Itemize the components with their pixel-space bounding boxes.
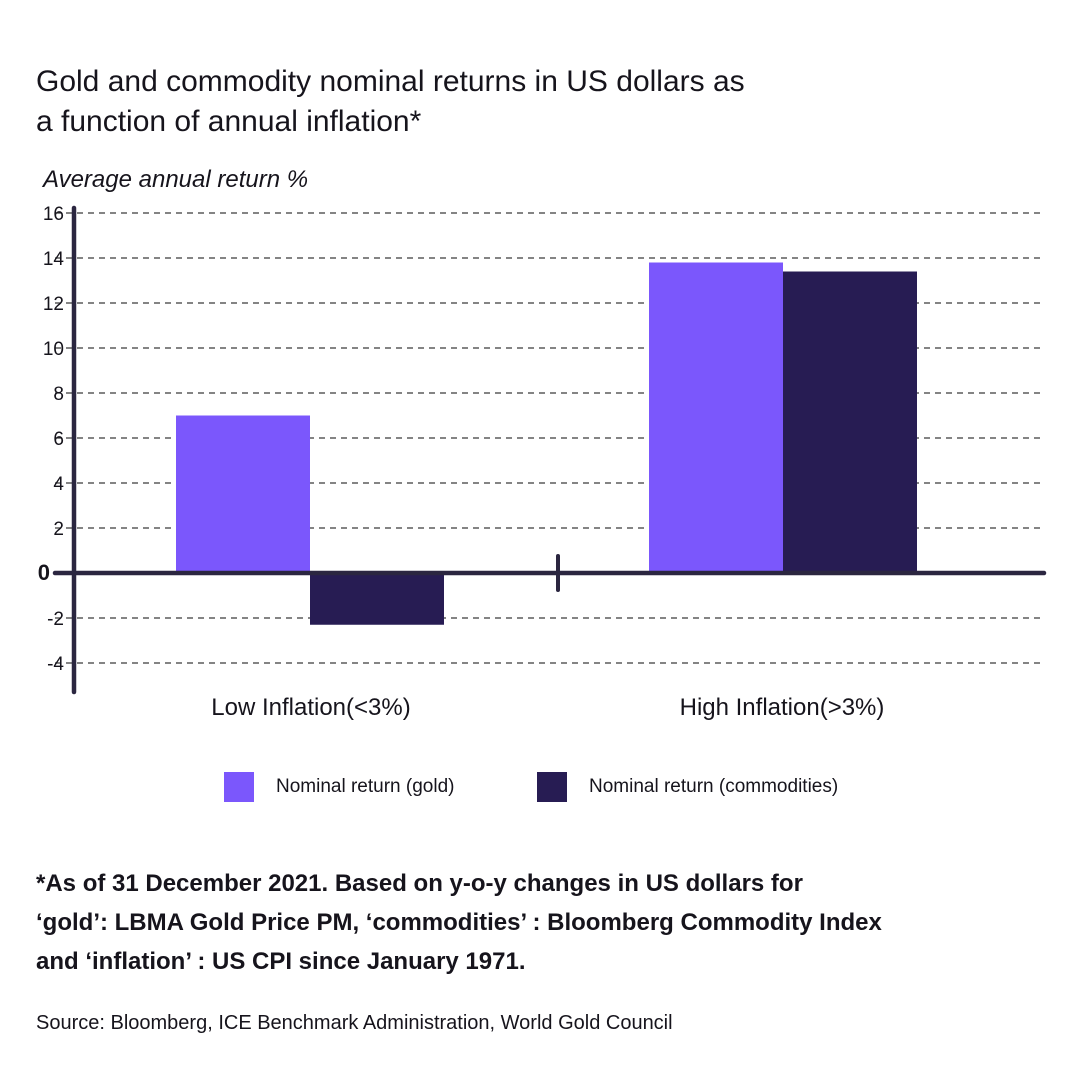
footnote-line-3: and ‘inflation’ : US CPI since January 1… bbox=[36, 948, 526, 975]
bar-chart: 16 14 12 10 8 6 4 20 -2 -4 Low Inflation(<3%) High … bbox=[38, 204, 1047, 721]
y-axis-label: Average annual return % bbox=[43, 166, 309, 193]
y-tick-label: -2 bbox=[47, 609, 64, 630]
legend-swatch-gold bbox=[224, 772, 254, 802]
source-note: Source: Bloomberg, ICE Benchmark Adminis… bbox=[36, 1012, 673, 1034]
chart-title-line-1: Gold and commodity nominal returns in US… bbox=[36, 65, 745, 98]
y-tick-label: 6 bbox=[53, 429, 64, 450]
chart-title: Gold and commodity nominal returns in US… bbox=[36, 62, 936, 142]
legend-label-commodities: Nominal return (commodities) bbox=[589, 776, 839, 797]
x-category-label: Low Inflation(<3%) bbox=[211, 694, 410, 721]
y-tick-label: 2 bbox=[53, 519, 64, 540]
footnote-line-2: ‘gold’: LBMA Gold Price PM, ‘commodities… bbox=[36, 909, 882, 936]
x-category-label: High Inflation(>3%) bbox=[680, 694, 885, 721]
footnote: *As of 31 December 2021. Based on y-o-y … bbox=[36, 864, 1046, 981]
legend-item-commodities: Nominal return (commodities) bbox=[537, 771, 838, 803]
chart-title-line-2: a function of annual inflation* bbox=[36, 105, 422, 138]
y-tick-label: 10 bbox=[43, 339, 64, 360]
legend-item-gold: Nominal return (gold) bbox=[224, 771, 454, 803]
bar-commodities bbox=[783, 271, 917, 573]
y-tick-label: -4 bbox=[47, 654, 64, 675]
chart-legend: Nominal return (gold) Nominal return (co… bbox=[0, 771, 1080, 803]
bar-gold bbox=[649, 262, 783, 573]
legend-label-gold: Nominal return (gold) bbox=[276, 776, 455, 797]
y-tick-label: 16 bbox=[43, 204, 64, 225]
y-tick-label: 0 bbox=[38, 560, 50, 585]
y-tick-label: 8 bbox=[53, 384, 64, 405]
y-tick-label: 14 bbox=[43, 249, 65, 270]
bar-gold bbox=[176, 415, 310, 573]
legend-swatch-commodities bbox=[537, 772, 567, 802]
y-tick-label: 4 bbox=[53, 474, 64, 495]
bar-commodities bbox=[310, 573, 444, 625]
y-tick-label: 12 bbox=[43, 294, 64, 315]
footnote-line-1: *As of 31 December 2021. Based on y-o-y … bbox=[36, 870, 803, 897]
